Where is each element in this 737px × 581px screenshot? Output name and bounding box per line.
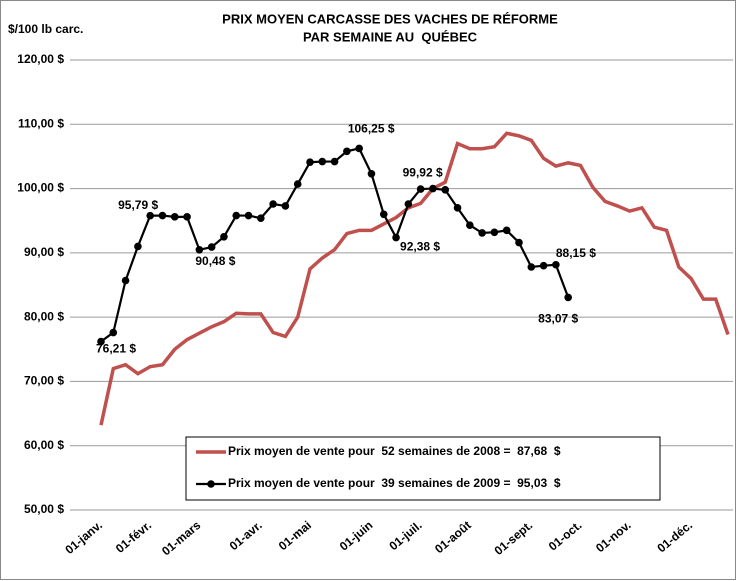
y-tick-label: 100,00 $ (17, 181, 64, 195)
chart-subtitle: PAR SEMAINE AU QUÉBEC (303, 29, 478, 44)
series-marker (207, 243, 216, 251)
series-marker (134, 242, 142, 251)
series-marker (527, 263, 536, 271)
series-marker (379, 210, 388, 219)
y-tick-label: 110,00 $ (18, 116, 64, 130)
series-marker (146, 211, 154, 220)
series-marker (404, 200, 413, 208)
series-marker (515, 238, 523, 247)
series-marker (441, 186, 450, 194)
legend-box (185, 436, 661, 501)
series-marker (367, 169, 376, 178)
series-marker (466, 221, 474, 230)
series-marker (220, 232, 228, 241)
series-marker (109, 328, 118, 337)
series-line (99, 131, 730, 426)
series-marker (330, 157, 339, 166)
series-marker (281, 202, 290, 210)
data-label: 90,48 $ (195, 254, 235, 268)
series-marker (453, 204, 462, 212)
series-marker (490, 228, 499, 237)
series-marker (502, 226, 511, 235)
data-label: 83,07 $ (538, 312, 578, 326)
y-tick-label: 90,00 $ (24, 245, 64, 259)
series-marker (306, 158, 314, 167)
series-marker (539, 261, 548, 270)
legend-marker (207, 480, 215, 488)
series-marker (478, 229, 486, 237)
series-marker (355, 144, 363, 153)
data-label: 92,38 $ (400, 240, 440, 254)
y-tick-label: 70,00 $ (24, 374, 64, 388)
series-marker (392, 233, 400, 242)
series-marker (183, 213, 191, 221)
data-label: 99,92 $ (403, 165, 443, 179)
data-label: 106,25 $ (348, 122, 395, 136)
legend-label: Prix moyen de vente pour 52 semaines de … (228, 444, 561, 458)
series-marker (121, 276, 130, 285)
data-label: 76,21 $ (96, 342, 136, 356)
y-tick-label: 120,00 $ (17, 52, 64, 66)
y-axis-label: $/100 lb carc. (8, 22, 83, 36)
series-marker (158, 211, 167, 220)
data-label: 95,79 $ (118, 198, 158, 212)
series-marker (244, 211, 253, 220)
series-marker (97, 337, 105, 346)
series-marker (170, 213, 179, 221)
y-tick-label: 60,00 $ (24, 438, 64, 452)
series-marker (232, 211, 241, 220)
series-marker (195, 245, 204, 254)
y-tick-label: 50,00 $ (24, 502, 64, 516)
series-marker (343, 147, 351, 156)
series-marker (416, 185, 425, 193)
data-label: 88,15 $ (556, 246, 596, 260)
series-marker (429, 184, 437, 193)
y-tick-label: 80,00 $ (24, 309, 64, 323)
series-marker (564, 293, 572, 302)
series-marker (293, 180, 302, 188)
series-marker (552, 260, 560, 269)
chart-title: PRIX MOYEN CARCASSE DES VACHES DE RÉFORM… (222, 11, 558, 26)
series-marker (318, 157, 327, 166)
series-marker (269, 200, 277, 208)
legend-label: Prix moyen de vente pour 39 semaines de … (228, 476, 561, 490)
series-marker (257, 214, 265, 222)
